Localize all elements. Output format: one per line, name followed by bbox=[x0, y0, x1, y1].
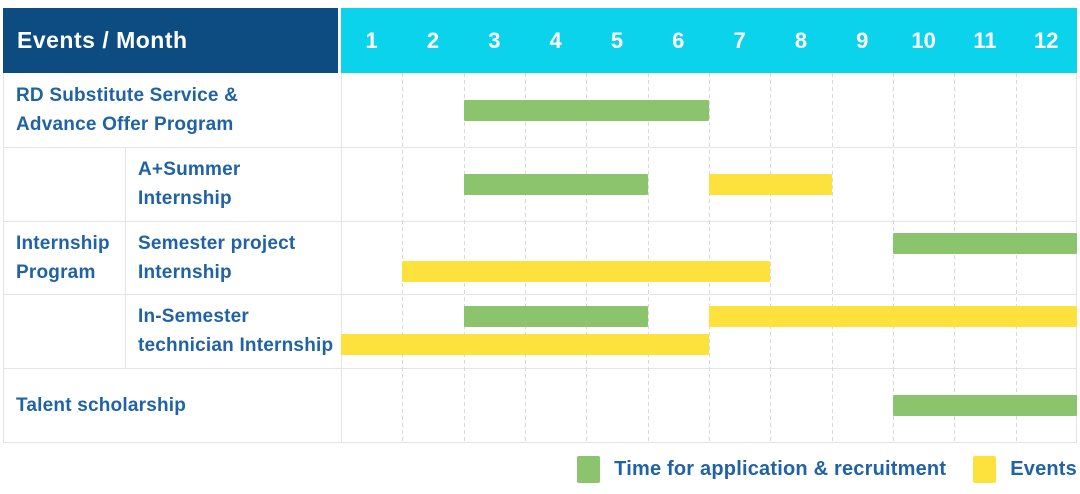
month-gridline bbox=[954, 73, 955, 442]
legend-item-application-recruitment: Time for application & recruitment bbox=[577, 455, 947, 483]
month-header-8: 8 bbox=[794, 27, 808, 53]
gantt-bar-green-rd-substitute-service bbox=[463, 100, 709, 121]
month-header-12: 12 bbox=[1034, 27, 1059, 53]
month-header-11: 11 bbox=[973, 27, 997, 53]
gantt-bar-green-semester-project-internship bbox=[893, 233, 1077, 254]
legend-label: Time for application & recruitment bbox=[614, 457, 947, 480]
gantt-bar-yellow-in-semester-technician-internship bbox=[341, 334, 709, 355]
legend-swatch-green bbox=[577, 455, 601, 483]
month-gridline bbox=[832, 73, 833, 442]
month-header-3: 3 bbox=[488, 27, 501, 53]
month-gridline bbox=[709, 73, 710, 442]
month-gridline bbox=[525, 73, 526, 442]
row-label-a-plus-summer-internship-line: Internship bbox=[138, 188, 232, 209]
row-separator-line bbox=[3, 147, 1077, 148]
month-gridline bbox=[586, 73, 587, 442]
row-label-talent-scholarship: Talent scholarship bbox=[3, 368, 341, 442]
row-separator-line bbox=[3, 221, 1077, 222]
legend-label: Events bbox=[1010, 457, 1077, 480]
group-sublabel-divider bbox=[125, 147, 126, 368]
month-gridline bbox=[464, 73, 465, 442]
month-header-7: 7 bbox=[733, 27, 746, 53]
row-label-rd-substitute-service-line: Advance Offer Program bbox=[16, 114, 234, 135]
month-gridline bbox=[648, 73, 649, 442]
month-header-5: 5 bbox=[610, 27, 624, 53]
label-chart-divider bbox=[341, 73, 342, 442]
row-label-rd-substitute-service: RD Substitute Service & Advance Offer Pro… bbox=[3, 73, 341, 147]
month-header-9: 9 bbox=[856, 27, 869, 53]
gantt-bar-green-talent-scholarship bbox=[893, 395, 1077, 416]
row-label-talent-scholarship-line: Talent scholarship bbox=[16, 394, 187, 416]
row-label-semester-project-internship-line: Semester project bbox=[138, 232, 296, 254]
row-label-rd-substitute-service-line: RD Substitute Service & bbox=[16, 85, 239, 106]
row-label-in-semester-technician-internship: In-Semester technician Internship bbox=[125, 294, 341, 368]
month-gridline bbox=[770, 73, 771, 442]
row-label-a-plus-summer-internship: A+Summer Internship bbox=[125, 147, 341, 221]
row-separator-line bbox=[3, 368, 1077, 369]
month-header-10: 10 bbox=[911, 27, 936, 53]
row-separator-line bbox=[3, 442, 1077, 443]
table-header-title: Events / Month bbox=[3, 8, 338, 73]
gantt-bar-yellow-a-plus-summer-internship bbox=[709, 174, 832, 195]
legend-item-events: Events bbox=[973, 455, 1077, 483]
group-label-internship-program-line: Internship bbox=[16, 232, 110, 254]
table-left-border bbox=[3, 73, 4, 442]
month-header-4: 4 bbox=[549, 27, 562, 53]
row-label-semester-project-internship: Semester project Internship bbox=[125, 221, 341, 294]
row-label-a-plus-summer-internship-line: A+Summer bbox=[138, 159, 241, 180]
row-label-in-semester-technician-internship-line: technician Internship bbox=[138, 335, 334, 356]
group-label-internship-program-line: Program bbox=[16, 261, 96, 283]
row-separator-line bbox=[3, 294, 1077, 295]
gantt-bar-yellow-semester-project-internship bbox=[402, 261, 771, 282]
gantt-bar-green-a-plus-summer-internship bbox=[463, 174, 648, 195]
month-header-1: 1 bbox=[365, 27, 378, 53]
month-gridline bbox=[1016, 73, 1017, 442]
group-label-internship-program: Internship Program bbox=[3, 147, 125, 368]
table-right-border bbox=[1076, 73, 1077, 442]
month-header-6: 6 bbox=[672, 27, 685, 53]
gantt-bar-green-in-semester-technician-internship bbox=[463, 306, 648, 327]
row-label-semester-project-internship-line: Internship bbox=[138, 261, 232, 283]
month-gridline bbox=[893, 73, 894, 442]
month-header-row: 1 2 3 4 5 6 7 8 9 10 11 12 bbox=[341, 8, 1077, 73]
month-gridline bbox=[402, 73, 403, 442]
legend-swatch-yellow bbox=[973, 455, 997, 483]
legend: Time for application & recruitment Events bbox=[577, 451, 1077, 487]
gantt-bar-yellow-in-semester-technician-internship bbox=[709, 306, 1077, 327]
row-label-in-semester-technician-internship-line: In-Semester bbox=[138, 306, 249, 327]
month-header-2: 2 bbox=[426, 27, 440, 53]
